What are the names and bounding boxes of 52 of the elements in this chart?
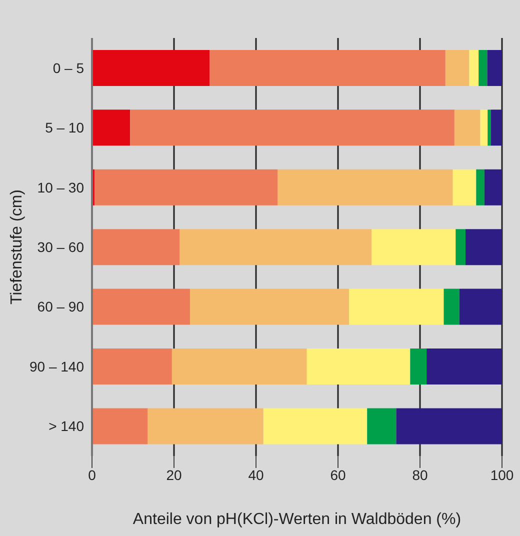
bar [466, 229, 502, 266]
bar [180, 229, 372, 266]
bar [476, 169, 484, 206]
bar [278, 169, 453, 206]
y-tick-label: 10 – 30 [37, 179, 84, 196]
bar [490, 110, 502, 146]
bar [444, 288, 460, 325]
x-tick-label: 60 [330, 466, 346, 483]
bar [478, 50, 488, 86]
bar [92, 229, 180, 266]
bar [92, 408, 148, 444]
bar [445, 50, 470, 86]
y-tick-label: > 140 [48, 418, 84, 434]
bar [92, 288, 190, 325]
bar [488, 110, 491, 146]
bar [426, 348, 502, 385]
y-tick-label: 60 – 90 [37, 298, 84, 315]
y-tick-label: 30 – 60 [37, 238, 84, 255]
bar [130, 110, 454, 146]
bar [92, 50, 210, 86]
x-tick-label: 20 [166, 466, 182, 483]
x-tick-label: 40 [248, 466, 264, 483]
bar [487, 50, 502, 86]
bar [452, 169, 476, 206]
y-axis-title: Tiefenstufe (cm) [8, 190, 26, 304]
bar [172, 348, 307, 385]
bar [396, 408, 502, 444]
bar [480, 110, 488, 146]
bar [92, 110, 130, 146]
bar [367, 408, 396, 444]
bar [94, 169, 278, 206]
bar [469, 50, 479, 86]
bar [349, 288, 444, 325]
bar [263, 408, 368, 444]
bar [410, 348, 427, 385]
x-tick-label: 80 [412, 466, 428, 483]
bar [210, 50, 446, 86]
y-tick-label: 90 – 140 [30, 358, 84, 374]
x-axis-title: Anteile von pH(KCl)-Werten in Waldböden (%) [132, 511, 462, 528]
bar [92, 348, 172, 385]
bar [459, 288, 502, 325]
bar [484, 169, 502, 206]
y-tick-label: 0 – 5 [52, 60, 84, 76]
bar [372, 229, 456, 266]
bar [456, 229, 466, 266]
bar [454, 110, 480, 146]
bar [306, 348, 410, 385]
bar [190, 288, 350, 325]
y-tick-label: 5 – 10 [45, 120, 84, 136]
x-tick-label: 100 [490, 466, 514, 483]
x-tick-label: 0 [88, 466, 96, 483]
bar [148, 408, 264, 444]
